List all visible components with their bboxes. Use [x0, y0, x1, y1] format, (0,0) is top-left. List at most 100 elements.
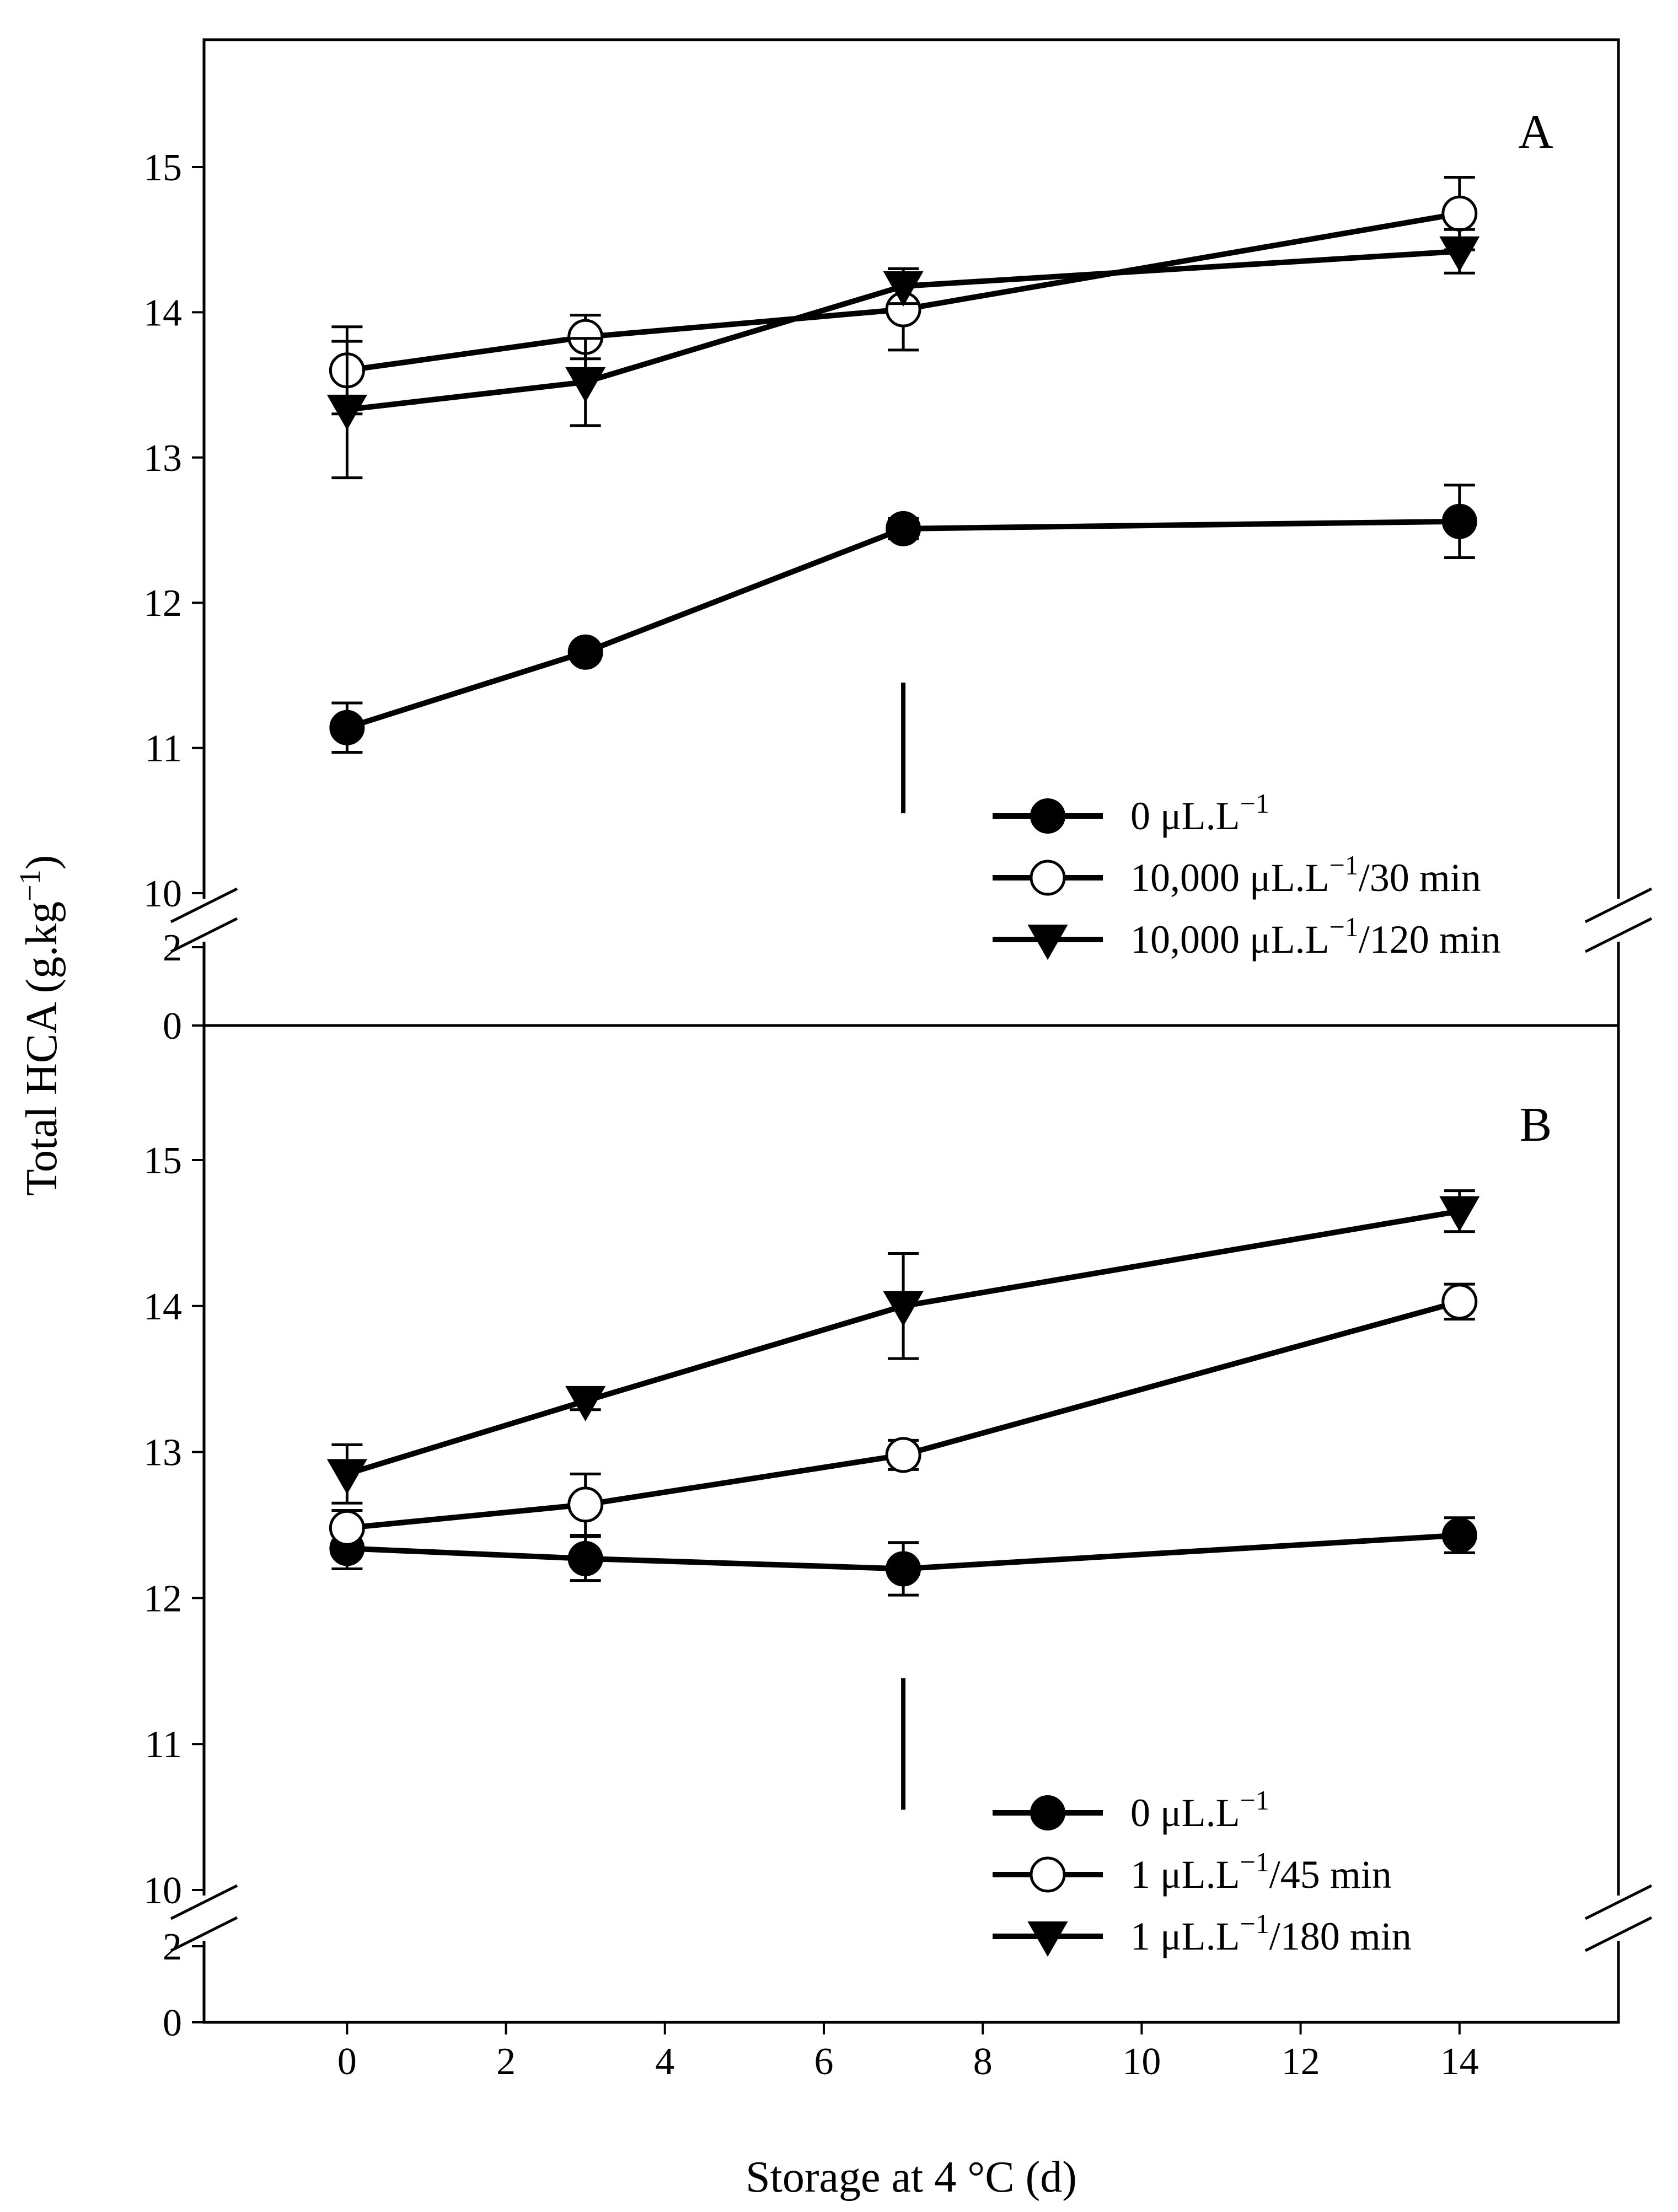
marker-triangle-down [1439, 236, 1480, 272]
panel-label: A [1518, 105, 1553, 159]
axis-break-slash [170, 1884, 238, 1920]
x-tick-label: 6 [814, 2041, 833, 2083]
marker-triangle-down [883, 1291, 924, 1327]
marker-filled-circle [886, 511, 921, 546]
series-line [346, 248, 1460, 412]
legend-label-text: 0 μL.L [1130, 794, 1240, 838]
axis-break-slash [1584, 887, 1653, 924]
marker-filled-circle [567, 634, 603, 670]
marker-open-circle [1030, 1856, 1066, 1893]
legend-label-suffix: /180 min [1269, 1914, 1412, 1958]
y-tick-label: 12 [143, 1577, 182, 1620]
legend-label-suffix: /45 min [1269, 1853, 1392, 1897]
series-line [347, 1532, 1460, 1572]
legend-label: 0 μL.L−1 [1130, 788, 1269, 838]
marker-triangle-down [1027, 925, 1068, 960]
y-tick-label: 13 [143, 437, 182, 480]
legend-label-sup: −1 [1329, 911, 1359, 942]
marker-triangle-down [883, 271, 924, 307]
legend-label-sup: −1 [1329, 850, 1359, 880]
legend-label-text: 10,000 μL.L [1130, 917, 1329, 962]
y-tick-label: 12 [143, 582, 182, 625]
y-axis-title-sup: −1 [13, 869, 46, 901]
legend-label-text: 1 μL.L [1130, 1853, 1240, 1897]
x-tick-label: 8 [973, 2041, 993, 2083]
y-tick-label: 0 [163, 1005, 182, 1048]
axis-break-slash [170, 887, 238, 924]
y-tick-label: 11 [145, 1724, 182, 1766]
marker-open-circle [567, 1486, 604, 1523]
axis-break-slash [1584, 1916, 1653, 1952]
series-0 [329, 484, 1477, 754]
marker-open-circle [1441, 195, 1478, 232]
x-tick-label: 14 [1440, 2041, 1479, 2083]
y-tick-label: 10 [143, 873, 182, 915]
legend-label-sup: −1 [1240, 788, 1269, 819]
panel-label: B [1520, 1098, 1552, 1152]
legend-item: 0 μL.L−1 [993, 788, 1269, 838]
legend-label-text: 0 μL.L [1130, 1791, 1240, 1835]
marker-filled-circle [1441, 503, 1477, 539]
axis-break-slash [170, 917, 238, 953]
legend-label: 0 μL.L−1 [1130, 1785, 1269, 1835]
legend-item: 10,000 μL.L−1/30 min [993, 850, 1481, 900]
marker-triangle-down [1027, 1921, 1068, 1957]
x-tick-label: 12 [1282, 2041, 1320, 2083]
y-axis-title-text: Total HCA (g.kg [18, 901, 66, 1196]
marker-triangle-down [326, 1459, 367, 1495]
marker-triangle-down [565, 367, 606, 402]
marker-filled-circle [1030, 1795, 1065, 1830]
y-axis-title-close: ) [18, 855, 66, 870]
legend-label: 10,000 μL.L−1/120 min [1130, 911, 1501, 962]
marker-open-circle [1030, 860, 1066, 896]
marker-triangle-down [1439, 1196, 1480, 1232]
marker-filled-circle [567, 1540, 603, 1576]
plot-frame [202, 38, 1620, 2024]
series-line [346, 211, 1460, 373]
y-axis-title: Total HCA (g.kg−1) [13, 855, 66, 1196]
marker-filled-circle [1030, 798, 1065, 834]
y-tick-label: 0 [163, 2002, 182, 2044]
x-axis-title: Storage at 4 °C (d) [746, 2153, 1077, 2202]
axis-break-slash [1584, 1884, 1653, 1920]
marker-filled-circle [1441, 1517, 1477, 1553]
marker-triangle-down [326, 394, 367, 430]
y-tick-label: 15 [143, 1140, 182, 1182]
legend-label-sup: −1 [1240, 1908, 1269, 1939]
series-line [346, 1208, 1460, 1477]
legend-item: 1 μL.L−1/45 min [993, 1846, 1392, 1897]
series-line [346, 518, 1460, 731]
series-line [346, 1299, 1461, 1531]
legend-label-text: 10,000 μL.L [1130, 856, 1329, 900]
legend-label-sup: −1 [1240, 1785, 1269, 1816]
marker-open-circle [885, 1437, 921, 1473]
axis-break-slash [1584, 917, 1653, 953]
x-tick-label: 0 [337, 2041, 357, 2083]
x-tick-label: 2 [496, 2041, 516, 2083]
marker-triangle-down [565, 1386, 606, 1421]
legend-label-sup: −1 [1240, 1846, 1269, 1877]
legend-label: 1 μL.L−1/180 min [1130, 1908, 1412, 1958]
y-tick-label: 11 [145, 728, 182, 770]
series-1-180 [326, 1189, 1480, 1505]
x-tick-label: 4 [655, 2041, 674, 2083]
legend-label-suffix: /120 min [1359, 917, 1501, 962]
legend-label-suffix: /30 min [1359, 856, 1481, 900]
marker-open-circle [329, 1510, 365, 1546]
legend-item: 0 μL.L−1 [993, 1785, 1269, 1835]
x-tick-label: 10 [1122, 2041, 1161, 2083]
legend-label: 1 μL.L−1/45 min [1130, 1846, 1392, 1897]
y-tick-label: 14 [143, 292, 182, 334]
legend-item: 1 μL.L−1/180 min [993, 1908, 1412, 1958]
marker-open-circle [1441, 1284, 1478, 1320]
y-tick-label: 10 [143, 1870, 182, 1912]
marker-filled-circle [329, 710, 365, 745]
series-0 [329, 1516, 1477, 1597]
y-tick-label: 15 [143, 147, 182, 189]
